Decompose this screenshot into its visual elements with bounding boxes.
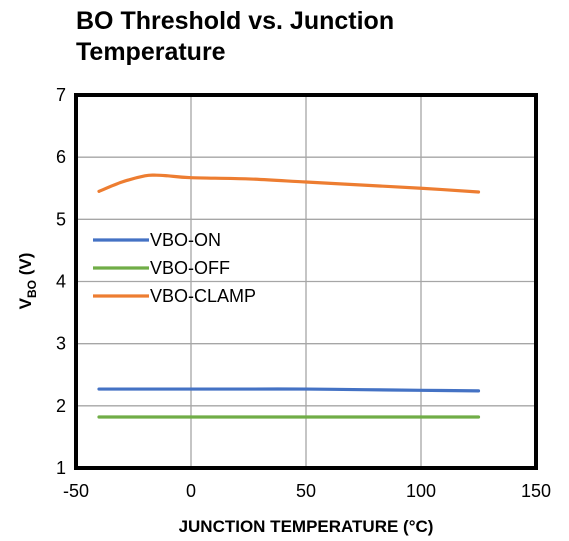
x-tick-label: 50 [296,481,316,501]
y-axis-title-suffix: (V) [16,253,35,280]
legend-label: VBO-CLAMP [150,286,256,306]
y-tick-label: 3 [56,334,66,354]
legend-item-vbo-clamp: VBO-CLAMP [93,286,256,306]
legend: VBO-ON VBO-OFF VBO-CLAMP [93,230,256,306]
y-tick-label: 5 [56,209,66,229]
grid [75,94,537,469]
series-line-vbo-clamp [97,173,481,194]
legend-item-vbo-off: VBO-OFF [93,258,230,278]
y-axis-title: VBO (V) [16,253,39,310]
y-tick-label: 6 [56,147,66,167]
chart-title: BO Threshold vs. Junction Temperature [76,7,395,66]
series-line-vbo-on [97,387,481,393]
x-axis-title: JUNCTION TEMPERATURE (°C) [179,517,434,536]
tick-labels: -50 0 50 100 150 1 2 3 4 5 6 7 [56,85,551,501]
y-tick-label: 1 [56,458,66,478]
x-tick-label: 0 [186,481,196,501]
x-tick-label: -50 [63,481,89,501]
y-axis-title-subscript: BO [25,280,39,298]
legend-item-vbo-on: VBO-ON [93,230,221,250]
y-tick-label: 7 [56,85,66,105]
legend-label: VBO-OFF [150,258,230,278]
x-tick-label: 150 [521,481,551,501]
plot-frame [74,93,538,470]
y-axis-title-main: V [16,297,35,309]
y-tick-label: 4 [56,272,66,292]
y-tick-label: 2 [56,396,66,416]
series-lines [97,173,481,419]
legend-label: VBO-ON [150,230,221,250]
x-tick-label: 100 [406,481,436,501]
